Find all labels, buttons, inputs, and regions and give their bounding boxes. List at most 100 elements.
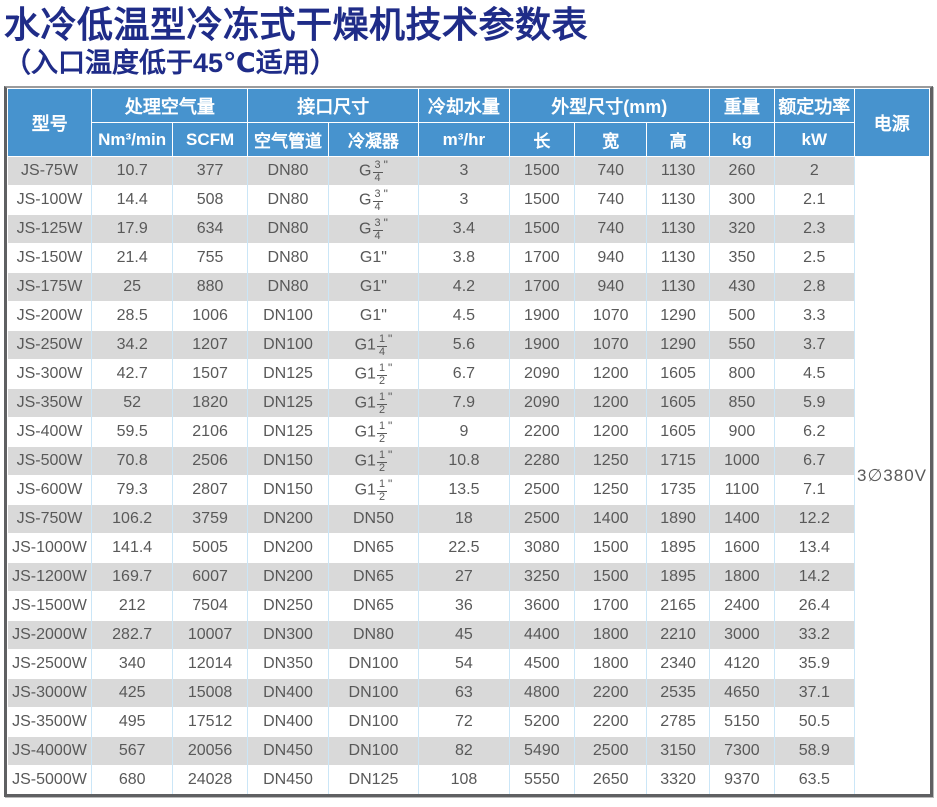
height-cell: 2340: [646, 649, 710, 679]
power-cell-kw: 50.5: [774, 707, 854, 737]
table-row: JS-125W 17.9 634 DN80 G 3 4 " 3.4 1500 740 1130 320 2…: [7, 214, 930, 244]
air-pipe-cell: DN300: [247, 620, 329, 650]
table-row: JS-4000W 567 20056 DN450 DN100 82 5490 2500 3150…: [7, 736, 930, 766]
height-cell: 1715: [646, 446, 710, 476]
width-cell: 2650: [574, 765, 647, 795]
power-supply-value-cell: 3∅380V: [853, 156, 930, 795]
height-cell: 1605: [646, 388, 710, 418]
nm3-cell: 567: [91, 736, 173, 766]
model-cell: JS-500W: [7, 446, 92, 476]
air-pipe-cell: DN250: [247, 591, 329, 621]
scfm-cell: 7504: [171, 591, 248, 621]
nm3-cell: 14.4: [91, 185, 173, 215]
weight-cell: 430: [708, 272, 775, 302]
weight-cell: 320: [708, 214, 775, 244]
spec-table: 型号 处理空气量 接口尺寸 冷却水量 外型尺寸(mm) 重量 额定功率 电源 N…: [6, 88, 930, 795]
width-cell: 1070: [574, 330, 647, 360]
condenser-cell: DN100: [327, 707, 419, 737]
model-cell: JS-350W: [7, 388, 92, 418]
water-cell: 4.5: [418, 301, 510, 331]
air-pipe-cell: DN450: [247, 765, 329, 795]
scfm-cell: 2106: [171, 417, 248, 447]
condenser-cell: DN65: [327, 533, 419, 563]
power-cell-kw: 2.5: [774, 243, 854, 273]
col-header-unit-kw: kW: [774, 122, 855, 158]
condenser-cell: DN100: [327, 649, 419, 679]
length-cell: 1500: [508, 156, 575, 186]
height-cell: 1130: [646, 272, 710, 302]
model-cell: JS-250W: [7, 330, 92, 360]
table-row: JS-400W 59.5 2106 DN125 G1 1 2 " 9 2200 1200 1605 90…: [7, 417, 930, 447]
table-row: JS-75W 10.7 377 DN80 G 3 4 " 3 1500 740 1130 260 2 3∅3…: [7, 156, 930, 795]
air-pipe-cell: DN125: [247, 388, 329, 418]
width-cell: 2500: [574, 736, 647, 766]
model-cell: JS-1000W: [7, 533, 92, 563]
length-cell: 4500: [508, 649, 575, 679]
table-row: JS-750W 106.2 3759 DN200 DN50 18 2500 1400 1890 1…: [7, 504, 930, 534]
length-cell: 5490: [508, 736, 575, 766]
scfm-cell: 12014: [171, 649, 248, 679]
width-cell: 740: [574, 156, 647, 186]
water-cell: 36: [418, 591, 510, 621]
col-header-air-volume: 处理空气量: [91, 88, 249, 124]
scfm-cell: 1006: [171, 301, 248, 331]
weight-cell: 1100: [708, 475, 775, 505]
table-row: JS-200W 28.5 1006 DN100 G1" 4.5 1900 1070 1290 50…: [7, 301, 930, 331]
width-cell: 2200: [574, 707, 647, 737]
length-cell: 2090: [508, 388, 575, 418]
power-cell-kw: 35.9: [774, 649, 854, 679]
condenser-cell: G1": [327, 272, 419, 302]
scfm-cell: 377: [171, 156, 248, 186]
length-cell: 3250: [508, 562, 575, 592]
air-pipe-cell: DN80: [247, 243, 329, 273]
height-cell: 1130: [646, 156, 710, 186]
model-cell: JS-3500W: [7, 707, 92, 737]
nm3-cell: 21.4: [91, 243, 173, 273]
water-cell: 18: [418, 504, 510, 534]
condenser-cell: G1 1 2 ": [327, 475, 419, 505]
nm3-cell: 42.7: [91, 359, 173, 389]
height-cell: 1890: [646, 504, 710, 534]
model-cell: JS-100W: [7, 185, 92, 215]
width-cell: 2200: [574, 678, 647, 708]
weight-cell: 260: [708, 156, 775, 186]
length-cell: 3600: [508, 591, 575, 621]
water-cell: 4.2: [418, 272, 510, 302]
width-cell: 1200: [574, 417, 647, 447]
length-cell: 1700: [508, 272, 575, 302]
col-header-dimensions: 外型尺寸(mm): [508, 88, 710, 124]
nm3-cell: 25: [91, 272, 173, 302]
model-cell: JS-75W: [7, 156, 92, 186]
height-cell: 1895: [646, 562, 710, 592]
air-pipe-cell: DN450: [247, 736, 329, 766]
model-cell: JS-2500W: [7, 649, 92, 679]
table-row: JS-500W 70.8 2506 DN150 G1 1 2 " 10.8 2280 1250 171…: [7, 446, 930, 476]
table-row: JS-1200W 169.7 6007 DN200 DN65 27 3250 1500 1895…: [7, 562, 930, 592]
nm3-cell: 212: [91, 591, 173, 621]
length-cell: 1500: [508, 214, 575, 244]
col-header-rated-power: 额定功率: [774, 88, 855, 123]
model-cell: JS-5000W: [7, 765, 92, 795]
height-cell: 2535: [646, 678, 710, 708]
height-cell: 1605: [646, 417, 710, 447]
table-row: JS-2500W 340 12014 DN350 DN100 54 4500 1800 2340…: [7, 649, 930, 679]
scfm-cell: 10007: [171, 620, 248, 650]
col-header-unit-scfm: SCFM: [171, 122, 249, 158]
height-cell: 2165: [646, 591, 710, 621]
table-row: JS-3000W 425 15008 DN400 DN100 63 4800 2200 2535…: [7, 678, 930, 708]
air-pipe-cell: DN125: [247, 359, 329, 389]
condenser-cell: G1 1 2 ": [327, 388, 419, 418]
spec-table-head: 型号 处理空气量 接口尺寸 冷却水量 外型尺寸(mm) 重量 额定功率 电源 N…: [6, 88, 930, 158]
air-pipe-cell: DN150: [247, 446, 329, 476]
scfm-cell: 634: [171, 214, 248, 244]
table-row: JS-250W 34.2 1207 DN100 G1 1 4 " 5.6 1900 1070 1290…: [7, 330, 930, 360]
condenser-cell: DN65: [327, 591, 419, 621]
col-header-length: 长: [508, 122, 576, 158]
model-cell: JS-3000W: [7, 678, 92, 708]
height-cell: 1130: [646, 214, 710, 244]
model-cell: JS-2000W: [7, 620, 92, 650]
length-cell: 2500: [508, 475, 575, 505]
